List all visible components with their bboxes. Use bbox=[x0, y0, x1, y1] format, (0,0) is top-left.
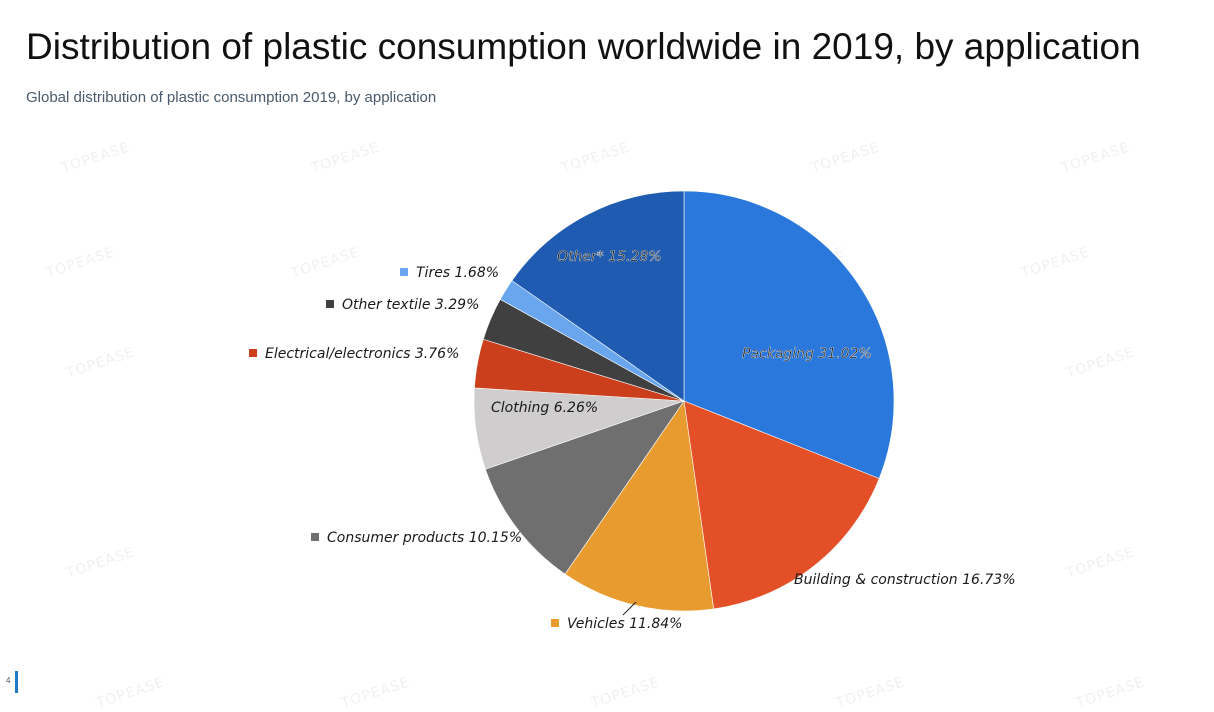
chart-subtitle: Global distribution of plastic consumpti… bbox=[26, 89, 437, 106]
pie-slice-consumer-products bbox=[485, 400, 685, 575]
slice-labels: Packaging 31.02% Building & construction … bbox=[249, 249, 1016, 632]
data-label-tires: Tires 1.68% bbox=[416, 265, 499, 281]
leader-line-vehicles bbox=[622, 601, 637, 616]
chart-title: Distribution of plastic consumption worl… bbox=[26, 26, 1141, 67]
pie-slices bbox=[473, 190, 895, 612]
pie-slice-vehicles bbox=[564, 400, 714, 612]
legend-swatch-other-textile bbox=[326, 300, 334, 308]
data-label-building-construction: Building & construction 16.73% bbox=[794, 572, 1016, 588]
legend-swatch-building-construction bbox=[778, 575, 786, 583]
pie-slice-building-construction bbox=[683, 400, 880, 610]
data-label-packaging: Packaging 31.02% bbox=[742, 346, 872, 362]
data-label-other: Other* 15.28% bbox=[557, 249, 662, 265]
data-label-vehicles: Vehicles 11.84% bbox=[567, 616, 682, 632]
legend-swatch-consumer-products bbox=[311, 533, 319, 541]
pie-chart: Packaging 31.02% Building & construction … bbox=[249, 190, 1016, 632]
data-label-consumer-products: Consumer products 10.15% bbox=[327, 530, 522, 546]
pie-slice-packaging bbox=[683, 190, 895, 479]
legend-swatch-tires bbox=[400, 268, 408, 276]
data-label-other-textile: Other textile 3.29% bbox=[342, 297, 479, 313]
pie-slice-other bbox=[511, 190, 685, 402]
data-label-clothing: Clothing 6.26% bbox=[491, 400, 598, 416]
legend-swatch-vehicles bbox=[551, 619, 559, 627]
data-label-electrical-electronics: Electrical/electronics 3.76% bbox=[265, 346, 459, 362]
legend-swatch-electrical-electronics bbox=[249, 349, 257, 357]
slide-number: 4 bbox=[6, 676, 11, 685]
slide-accent-bar bbox=[15, 671, 18, 693]
